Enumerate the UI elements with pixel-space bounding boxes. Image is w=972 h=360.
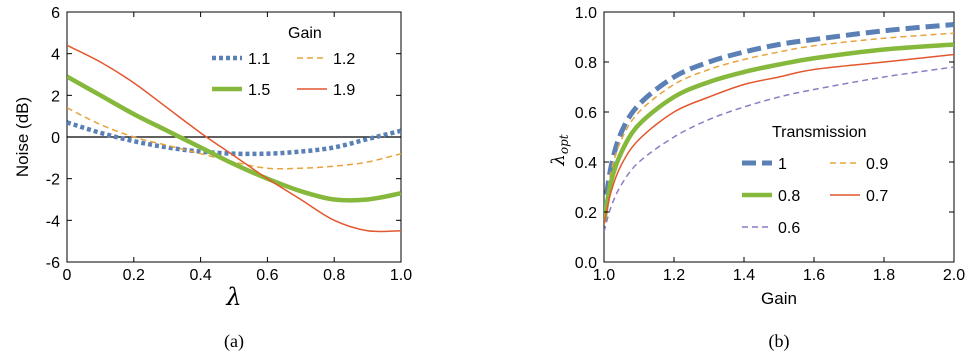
legend-label-b-1: 1 <box>778 156 787 173</box>
series-line-b-0_6 <box>604 66 954 233</box>
x-tick-label-b: 1.8 <box>873 267 895 284</box>
x-axis-label-b: Gain <box>761 289 797 308</box>
series-group-a <box>67 44 401 233</box>
y-tick-label-b: 0.8 <box>575 55 597 72</box>
x-tick-label-b: 1.0 <box>593 267 615 284</box>
x-tick-label-a: 0.6 <box>256 267 278 284</box>
series-line-a-1_1 <box>67 120 401 157</box>
series-line-b-0_7 <box>604 53 954 225</box>
x-tick-label-b: 1.4 <box>733 267 755 284</box>
series-line-a-1_2 <box>67 107 401 170</box>
legend-b: Transmission 1 0.9 0.8 0.7 0.6 <box>742 124 888 237</box>
y-tick-label-a: -4 <box>46 213 60 230</box>
y-tick-label-a: 4 <box>51 47 60 64</box>
series-line-b-0_8 <box>604 42 954 223</box>
y-axis-label-b: λopt <box>548 134 571 166</box>
series-line-a-1_5 <box>67 74 401 203</box>
panel-b: 1.0 1.2 1.4 1.6 1.8 2.0 1.0 0.8 0.6 0.4 0.2 0.0 λop… <box>548 5 965 352</box>
x-tick-label-a: 0.4 <box>189 267 211 284</box>
x-tick-label-a: 1.0 <box>390 267 412 284</box>
legend-label-b-0_9: 0.9 <box>866 156 888 173</box>
y-tick-label-a: -2 <box>46 172 60 189</box>
legend-title-b: Transmission <box>772 124 867 141</box>
x-tick-label-b: 1.2 <box>663 267 685 284</box>
y-tick-label-a: 6 <box>51 5 60 22</box>
series-group-b <box>604 22 954 233</box>
y-tick-label-b: 0.6 <box>575 105 597 122</box>
x-tick-label-b: 2.0 <box>943 267 965 284</box>
series-line-a-1_9 <box>67 44 401 233</box>
series-line-b-1 <box>604 22 954 215</box>
y-tick-label-b: 0.0 <box>575 255 597 272</box>
svg-text:λopt: λopt <box>548 134 571 166</box>
y-tick-label-a: -6 <box>46 255 60 272</box>
legend-title-a: Gain <box>288 25 322 42</box>
y-tick-label-a: 0 <box>51 130 60 147</box>
x-tick-label-a: 0.2 <box>123 267 145 284</box>
caption-a: (a) <box>224 331 244 352</box>
ticks-b: 1.0 1.2 1.4 1.6 1.8 2.0 1.0 0.8 0.6 0.4 0.2 0.0 <box>575 5 965 284</box>
x-tick-label-b: 1.6 <box>803 267 825 284</box>
x-tick-label-a: 0.8 <box>323 267 345 284</box>
x-tick-label-a: 0 <box>63 267 72 284</box>
series-line-b-0_9 <box>604 32 954 218</box>
legend-label-b-0_7: 0.7 <box>866 188 888 205</box>
legend-label-a-1_5: 1.5 <box>248 82 270 99</box>
y-axis-label-a: Noise (dB) <box>13 97 32 177</box>
y-tick-label-b: 1.0 <box>575 5 597 22</box>
legend-label-a-1_2: 1.2 <box>333 51 355 68</box>
legend-a: Gain 1.1 1.2 1.5 1.9 <box>212 25 355 99</box>
y-tick-label-b: 0.4 <box>575 155 597 172</box>
legend-label-a-1_1: 1.1 <box>248 51 270 68</box>
y-tick-label-b: 0.2 <box>575 205 597 222</box>
caption-b: (b) <box>769 331 790 352</box>
legend-label-a-1_9: 1.9 <box>333 82 355 99</box>
plot-area-b <box>603 11 955 263</box>
x-axis-label-a: λ <box>225 283 241 311</box>
ticks-a: 0 0.2 0.4 0.6 0.8 1.0 6 4 2 0 -2 -4 -6 <box>46 5 412 284</box>
y-tick-label-a: 2 <box>51 88 60 105</box>
legend-label-b-0_8: 0.8 <box>778 188 800 205</box>
legend-label-b-0_6: 0.6 <box>778 220 800 237</box>
